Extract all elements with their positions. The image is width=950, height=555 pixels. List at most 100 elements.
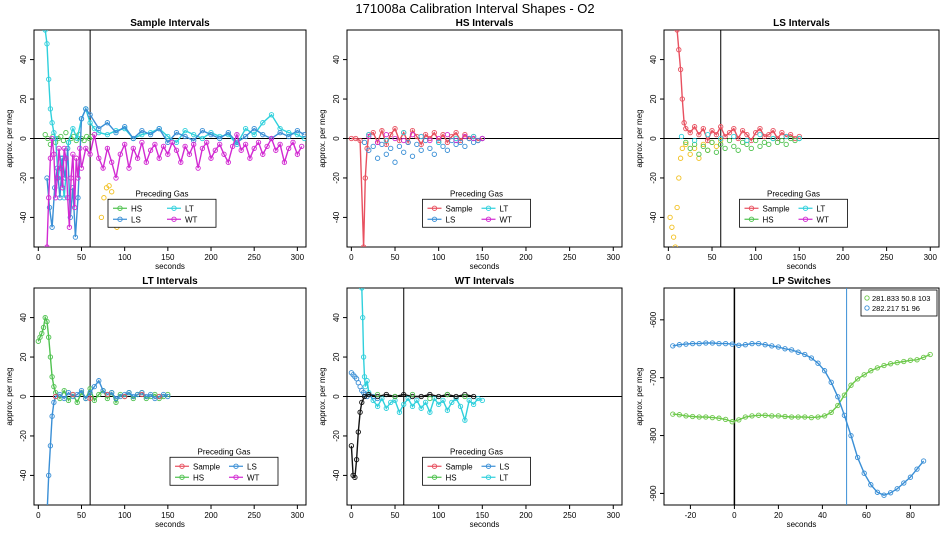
data-point — [861, 372, 867, 378]
legend-label: HS — [446, 473, 457, 482]
legend-key-point — [864, 295, 870, 301]
legend-label: HS — [193, 473, 204, 482]
data-point — [453, 135, 459, 142]
y-tick-label: 20 — [649, 94, 658, 103]
y-tick-label: -20 — [332, 172, 341, 184]
data-point — [462, 417, 468, 423]
data-point — [130, 145, 136, 152]
y-axis-label: approx. per meg — [5, 367, 14, 425]
x-tick-label: 300 — [291, 511, 305, 520]
data-point — [440, 143, 446, 150]
data-point — [674, 30, 680, 33]
y-tick-label: 0 — [332, 394, 341, 399]
data-point — [453, 141, 459, 148]
data-point — [436, 137, 442, 144]
legend-key-point — [485, 474, 492, 480]
data-point — [47, 354, 54, 360]
data-point — [49, 413, 55, 419]
panel-title: HS Intervals — [456, 18, 514, 29]
legend-label: Sample — [446, 462, 474, 471]
data-point — [802, 414, 808, 420]
data-point — [139, 391, 145, 398]
legend-label: 282.217 51 96 — [872, 304, 920, 313]
data-point — [374, 155, 381, 161]
legend-label: WT — [817, 215, 830, 224]
data-point — [294, 127, 301, 134]
data-point — [221, 151, 227, 157]
data-point — [766, 131, 772, 138]
panel-hs-intervals: HS Intervals 0 50 100 150 200 250 300 -40 -20 0 20 4… — [318, 18, 623, 271]
data-point — [242, 133, 249, 140]
data-point — [920, 458, 927, 464]
data-point — [361, 139, 368, 146]
data-point — [392, 159, 398, 165]
data-point — [251, 145, 257, 152]
data-point — [74, 399, 80, 406]
data-point — [874, 489, 881, 495]
data-point — [242, 125, 249, 132]
data-point — [757, 143, 763, 150]
series-281-833-50-8-103 — [670, 351, 933, 425]
data-point — [264, 143, 270, 150]
data-point — [87, 395, 93, 402]
data-point — [355, 429, 361, 435]
data-point — [735, 147, 741, 153]
data-point — [152, 395, 158, 402]
figure-title: 171008a Calibration Interval Shapes - O2 — [355, 1, 594, 16]
data-point — [396, 409, 403, 415]
series-line — [351, 127, 483, 247]
legend-label: LT — [185, 204, 194, 213]
data-point — [212, 147, 218, 153]
data-point — [676, 47, 682, 53]
data-point — [848, 432, 854, 439]
x-axis-label: seconds — [470, 262, 500, 271]
data-point — [742, 414, 749, 420]
legend-key-point — [171, 205, 177, 211]
series-wt — [366, 131, 485, 146]
data-point — [722, 340, 729, 347]
y-tick-label: 20 — [19, 352, 28, 361]
y-tick-label: 40 — [19, 55, 28, 64]
data-point — [462, 131, 468, 138]
data-point — [191, 141, 197, 148]
data-point — [841, 412, 848, 418]
x-tick-label: 0 — [36, 253, 41, 262]
data-point — [788, 347, 795, 353]
legend-label: HS — [131, 204, 142, 213]
data-point — [795, 414, 801, 420]
data-point — [453, 137, 459, 144]
y-tick-label: -40 — [19, 469, 28, 481]
data-point — [173, 147, 180, 153]
x-tick-label: 100 — [749, 253, 763, 262]
data-point — [828, 409, 834, 416]
data-point — [61, 145, 67, 152]
series-wt — [44, 131, 305, 247]
data-point — [444, 139, 451, 146]
legend-box — [739, 198, 848, 228]
data-point — [366, 131, 372, 138]
data-point — [217, 141, 223, 148]
data-point — [208, 131, 214, 138]
data-point — [139, 139, 145, 146]
data-point — [139, 389, 145, 396]
x-tick-label: 0 — [349, 253, 354, 262]
data-point — [462, 393, 468, 400]
legend-key-point — [431, 205, 438, 211]
data-point — [669, 224, 675, 230]
data-point — [427, 145, 433, 152]
data-point — [705, 131, 711, 138]
data-point — [418, 147, 424, 153]
data-point — [418, 393, 424, 400]
panel-ls-intervals: LS Intervals 0 50 100 150 200 250 300 -40 -20 0 20 4… — [635, 18, 940, 271]
data-point — [907, 474, 914, 480]
data-point — [683, 125, 689, 132]
legend-box — [169, 456, 279, 486]
legend-label: HS — [763, 215, 774, 224]
plot-area — [347, 125, 622, 247]
data-point — [294, 151, 301, 157]
legend-label: LT — [817, 204, 826, 213]
data-point — [106, 183, 112, 189]
data-point — [348, 443, 355, 449]
x-tick-label: 200 — [204, 253, 218, 262]
